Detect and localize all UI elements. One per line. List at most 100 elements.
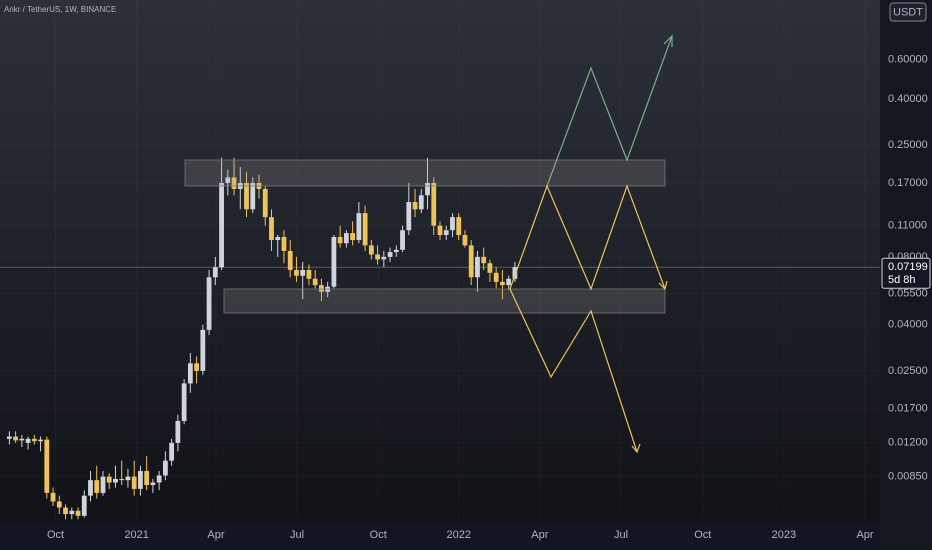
candle-body [300, 269, 306, 276]
candle-body [287, 250, 293, 270]
candle-body [150, 482, 156, 486]
x-tick-label: 2021 [124, 529, 148, 541]
candle-body [393, 249, 399, 253]
support-zone [223, 288, 666, 314]
range-path [509, 184, 666, 291]
candle-body [212, 267, 218, 278]
candle-body [487, 263, 493, 273]
x-tick-label: Apr [531, 529, 548, 541]
y-tick-label: 0.04000 [888, 319, 928, 331]
candle-body [69, 510, 75, 515]
candle-body [31, 438, 37, 442]
plot [0, 157, 880, 520]
candle-body [381, 256, 387, 260]
candle-body [387, 252, 393, 257]
resistance-zone [184, 159, 666, 187]
y-tick-label: 0.05500 [888, 288, 928, 300]
y-tick-label: 0.17000 [888, 177, 928, 189]
candle-body [400, 230, 405, 250]
y-tick-label: 0.11000 [888, 220, 927, 232]
candle-body [181, 383, 187, 421]
candle-body [262, 188, 268, 218]
candle-body [206, 277, 212, 330]
candle-body [512, 267, 518, 279]
bear-path [509, 288, 638, 453]
candle-body [56, 501, 62, 508]
candle-body [319, 285, 324, 292]
candle-body [25, 438, 31, 443]
candle-body [500, 281, 505, 286]
y-tick-label: 0.60000 [888, 53, 928, 65]
last-price-box [881, 257, 931, 289]
candle-body [250, 183, 256, 210]
countdown: 5d 8h [888, 274, 916, 286]
candle-body [169, 442, 175, 461]
candle-body [431, 183, 437, 226]
currency[interactable]: USDT [893, 6, 923, 18]
candle-body [113, 478, 118, 483]
bull-path [546, 35, 673, 187]
candle-body [269, 217, 274, 241]
candle-body [418, 195, 424, 210]
candle-body [100, 476, 106, 493]
arrow-head [658, 280, 668, 291]
candle-body [375, 254, 380, 260]
x-tick-label: Apr [207, 529, 224, 541]
candle-body [368, 245, 374, 255]
candle-body [88, 480, 93, 496]
y-tick-label: 0.00850 [888, 471, 928, 483]
candle-body [106, 476, 112, 483]
candle-body [481, 256, 487, 264]
candle-body [144, 471, 150, 486]
last-price-label: 0.07199 [888, 261, 928, 273]
x-tick-label: Oct [694, 529, 711, 541]
y-tick-label: 0.02500 [888, 365, 928, 377]
candle-body [462, 235, 468, 246]
candle-body [44, 439, 50, 493]
candle-body [281, 236, 287, 251]
candle-body [156, 475, 162, 483]
candle-body [425, 183, 430, 196]
candle-body [175, 420, 181, 443]
candle-body [450, 217, 455, 231]
candle-body [63, 507, 68, 515]
candle-body [187, 363, 193, 384]
candle-body [244, 183, 249, 210]
candle-body [125, 476, 131, 481]
candle-body [219, 183, 224, 268]
candle-body [350, 233, 356, 241]
candle-body [331, 236, 337, 287]
candle-body [162, 460, 168, 476]
candle-body [362, 213, 368, 246]
x-tick-label: Apr [856, 529, 873, 541]
candle-body [94, 480, 100, 493]
x-tick-label: Jul [290, 529, 304, 541]
candle-body [231, 177, 237, 189]
x-tick-label: Oct [370, 529, 387, 541]
x-tick-label: 2023 [772, 529, 796, 541]
candle-body [306, 269, 312, 279]
candle-body [194, 363, 199, 371]
candle-body [50, 492, 56, 502]
candle-body [19, 438, 25, 441]
currency-box[interactable] [889, 2, 927, 22]
x-tick-label: Oct [47, 529, 64, 541]
candle-body [200, 329, 206, 371]
candle-body [131, 476, 137, 489]
candle-body [475, 256, 480, 278]
candle-body [294, 269, 299, 276]
candle-body [456, 217, 462, 236]
candle-body [343, 233, 349, 244]
candle-body [506, 278, 512, 286]
arrow-head [631, 443, 641, 454]
candle-body [275, 236, 281, 241]
candle-body [6, 436, 12, 439]
candle-body [337, 236, 343, 244]
y-tick-label: 0.01700 [888, 403, 928, 415]
candle-body [437, 225, 443, 236]
arrow-head [663, 34, 673, 47]
candle-body [312, 278, 318, 286]
